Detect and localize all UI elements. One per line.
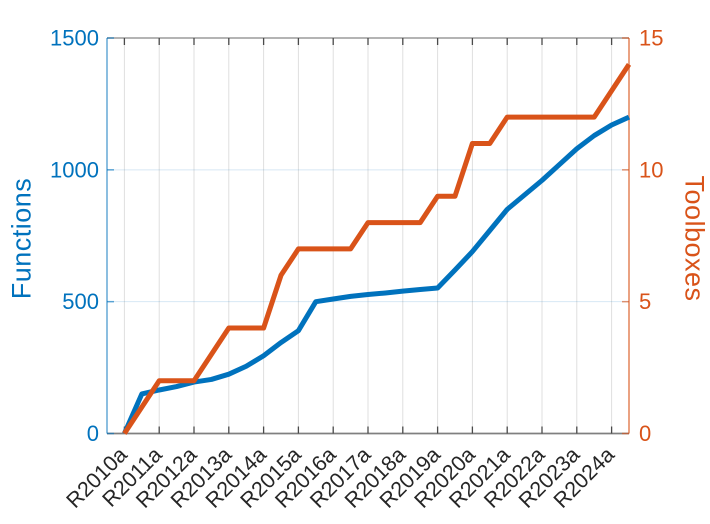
x-axis-ticks <box>123 38 613 434</box>
left-axis-title: Functions <box>6 177 37 300</box>
horizontal-gridlines <box>107 169 629 303</box>
toolboxes-line <box>122 62 632 435</box>
left-axis-tick-labels: 0 500 1000 1500 <box>50 26 99 447</box>
right-axis-title: Toolboxes <box>679 175 710 302</box>
x-axis-tick-labels: R2010aR2011aR2012aR2013aR2014aR2015aR201… <box>62 443 619 513</box>
right-axis-tick-labels: 0 5 10 15 <box>639 26 663 447</box>
left-tick-label: 0 <box>87 421 99 446</box>
left-tick-label: 500 <box>62 289 99 314</box>
right-tick-label: 15 <box>639 26 663 51</box>
right-tick-label: 0 <box>639 421 651 446</box>
y-axis-ticks <box>107 37 629 435</box>
left-tick-label: 1000 <box>50 157 99 182</box>
functions-line <box>122 114 631 435</box>
left-tick-label: 1500 <box>50 26 99 51</box>
right-tick-label: 5 <box>639 289 651 314</box>
right-tick-label: 10 <box>639 157 663 182</box>
vertical-gridlines <box>123 38 613 434</box>
